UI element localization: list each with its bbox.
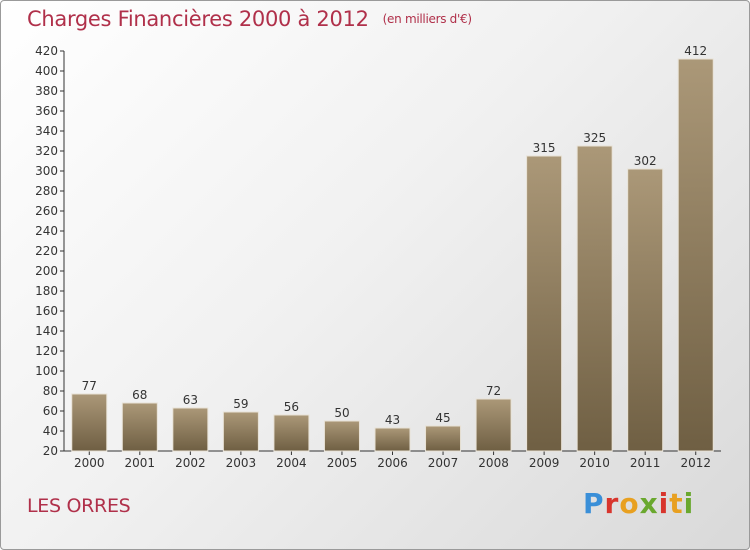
y-tick-label: 40 [43,424,58,438]
x-tick-label-2001: 2001 [125,456,156,470]
bar-2000 [71,393,108,452]
y-tick-label: 380 [35,84,58,98]
x-tick-label-2003: 2003 [226,456,257,470]
data-label-2002: 63 [183,393,198,407]
bar-series: 77 68 63 59 56 50 43 45 72 315 325 302 412 [71,44,714,452]
data-label-2004: 56 [284,400,299,414]
data-label-2011: 302 [634,154,657,168]
bar-2006 [374,427,411,452]
y-tick-label: 80 [43,384,58,398]
y-tick-label: 160 [35,304,58,318]
x-tick-label-2008: 2008 [478,456,509,470]
data-label-2003: 59 [233,397,248,411]
x-tick-label-2000: 2000 [74,456,105,470]
bar-2004 [273,414,310,452]
y-tick-label: 180 [35,284,58,298]
bar-2009 [526,155,563,452]
commune-name: LES ORRES [27,495,131,517]
x-tick-label-2004: 2004 [276,456,307,470]
data-label-2012: 412 [684,44,707,58]
x-tick-label-2007: 2007 [428,456,459,470]
data-label-2007: 45 [435,411,450,425]
bar-2008 [475,398,512,452]
data-label-2010: 325 [583,131,606,145]
x-axis: 2000 2001 2002 2003 2004 2005 2006 2007 2008 2009… [64,450,721,470]
y-tick-label: 260 [35,204,58,218]
x-tick-label-2009: 2009 [529,456,560,470]
y-tick-label: 300 [35,164,58,178]
data-label-2009: 315 [533,141,556,155]
y-tick-label: 320 [35,144,58,158]
data-label-2005: 50 [334,406,349,420]
bar-2012 [677,58,714,452]
y-tick-label: 220 [35,244,58,258]
bar-2003 [222,411,259,452]
y-tick-label: 360 [35,104,58,118]
data-label-2001: 68 [132,388,147,402]
y-tick-label: 200 [35,264,58,278]
x-tick-label-2012: 2012 [680,456,711,470]
bar-2007 [425,425,462,452]
x-tick-label-2011: 2011 [630,456,661,470]
x-tick-label-2005: 2005 [327,456,358,470]
y-tick-label: 120 [35,344,58,358]
y-axis: 20 40 60 80 100 120 140 160 180 200 220 240 260 280 30… [35,44,65,458]
chart-title: Charges Financières 2000 à 2012 (en milli… [27,7,472,31]
y-tick-label: 60 [43,404,58,418]
y-tick-label: 420 [35,44,58,58]
y-tick-label: 340 [35,124,58,138]
data-label-2008: 72 [486,384,501,398]
bar-2010 [576,145,613,452]
y-tick-label: 400 [35,64,58,78]
y-tick-label: 100 [35,364,58,378]
bar-2002 [172,407,209,452]
chart-subtitle: (en milliers d'€) [382,12,472,26]
bar-2005 [323,420,360,452]
y-tick-label: 20 [43,444,58,458]
x-tick-label-2010: 2010 [579,456,610,470]
y-tick-label: 140 [35,324,58,338]
x-tick-label-2006: 2006 [377,456,408,470]
title-text: Charges Financières 2000 à 2012 [27,7,369,31]
data-label-2006: 43 [385,413,400,427]
bar-2001 [121,402,158,452]
y-tick-label: 240 [35,224,58,238]
data-label-2000: 77 [82,379,97,393]
x-tick-label-2002: 2002 [175,456,206,470]
bar-2011 [627,168,664,452]
y-tick-label: 280 [35,184,58,198]
proxiti-logo[interactable]: Proxiti [583,487,695,520]
